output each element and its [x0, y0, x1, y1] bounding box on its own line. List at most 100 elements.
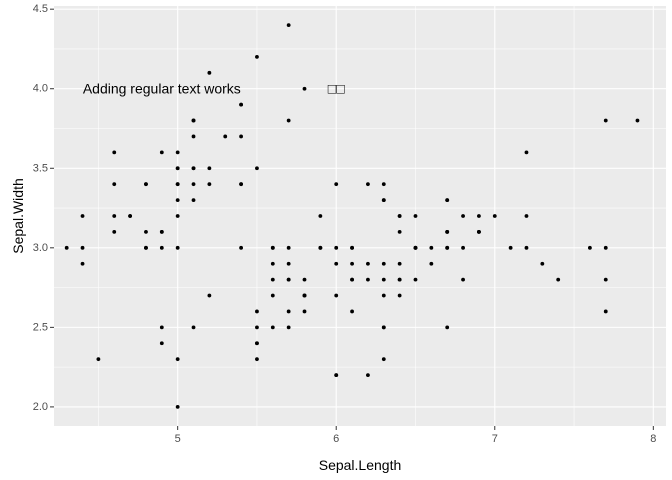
data-point [334, 182, 339, 187]
data-point [96, 357, 101, 362]
data-point [207, 70, 212, 75]
data-point [461, 245, 465, 250]
data-point [191, 118, 196, 123]
data-point [603, 245, 608, 250]
data-point [112, 182, 117, 187]
data-point [255, 309, 259, 314]
data-point [540, 261, 545, 266]
data-point [445, 198, 450, 202]
data-point [80, 261, 85, 266]
y-tick-label: 4.0 [33, 83, 48, 95]
data-point [80, 245, 85, 250]
data-point [603, 309, 608, 314]
data-point [397, 261, 402, 266]
x-axis: 5 6 7 8 [175, 426, 656, 445]
data-point [128, 214, 133, 218]
data-point [159, 245, 164, 250]
data-point [239, 182, 243, 187]
data-point [175, 182, 180, 187]
data-point [413, 245, 418, 250]
x-tick-label: 8 [650, 433, 656, 445]
data-point [603, 118, 608, 123]
annotations: Adding regular text works □□ [83, 81, 345, 97]
data-point [445, 245, 450, 250]
data-point [302, 309, 307, 314]
data-point [429, 245, 434, 250]
data-point [270, 325, 275, 330]
y-axis-label: Sepal.Width [10, 178, 26, 253]
data-point [191, 134, 196, 139]
data-point [350, 261, 354, 266]
data-point [635, 118, 640, 123]
data-point [112, 230, 117, 234]
y-tick-label: 3.5 [33, 162, 48, 174]
data-point [144, 182, 148, 187]
data-point [413, 214, 418, 218]
data-point [524, 214, 529, 218]
y-axis: 2.0 2.5 3.0 3.5 4.0 4.5 [33, 3, 54, 413]
data-point [603, 277, 608, 282]
data-point [366, 373, 370, 377]
data-point [239, 102, 243, 107]
data-point [270, 293, 275, 298]
data-point [270, 245, 275, 250]
data-point [397, 230, 402, 234]
data-point [587, 245, 592, 250]
x-tick-label: 7 [492, 433, 498, 445]
data-point [175, 405, 180, 409]
data-point [397, 293, 402, 298]
data-point [524, 245, 529, 250]
data-point [239, 134, 243, 139]
data-point [286, 277, 291, 282]
data-point [477, 214, 481, 218]
data-point [80, 214, 85, 218]
data-point [255, 166, 259, 171]
data-point [429, 261, 434, 266]
data-point [556, 277, 561, 282]
data-point [159, 341, 164, 346]
data-point [350, 277, 354, 282]
data-point [381, 198, 386, 202]
data-point [239, 245, 243, 250]
annotation-glyphs: □□ [328, 81, 345, 97]
data-point [445, 230, 450, 234]
data-point [492, 214, 497, 218]
data-point [366, 277, 370, 282]
data-point [286, 245, 291, 250]
data-point [381, 293, 386, 298]
data-point [302, 86, 307, 91]
y-tick-label: 2.0 [33, 401, 48, 413]
data-point [508, 245, 513, 250]
data-point [112, 150, 117, 155]
data-point [255, 341, 259, 346]
data-point [223, 134, 228, 139]
data-point [255, 55, 259, 59]
x-tick-label: 5 [175, 433, 181, 445]
data-point [207, 166, 212, 171]
data-point [286, 309, 291, 314]
data-point [461, 277, 465, 282]
data-point [159, 150, 164, 155]
data-point [175, 150, 180, 155]
data-point [381, 261, 386, 266]
data-point [334, 293, 339, 298]
data-point [381, 277, 386, 282]
x-axis-label: Sepal.Length [319, 457, 402, 473]
data-point [286, 23, 291, 27]
data-point [191, 182, 196, 187]
data-point [302, 293, 307, 298]
data-point [524, 150, 529, 155]
data-point [175, 245, 180, 250]
data-point [461, 214, 465, 218]
data-point [381, 325, 386, 330]
data-point [270, 277, 275, 282]
data-point [175, 198, 180, 202]
data-point [144, 230, 148, 234]
data-point [191, 198, 196, 202]
data-point [175, 214, 180, 218]
data-point [334, 373, 339, 377]
data-points [64, 23, 640, 409]
data-point [159, 230, 164, 234]
data-point [286, 261, 291, 266]
